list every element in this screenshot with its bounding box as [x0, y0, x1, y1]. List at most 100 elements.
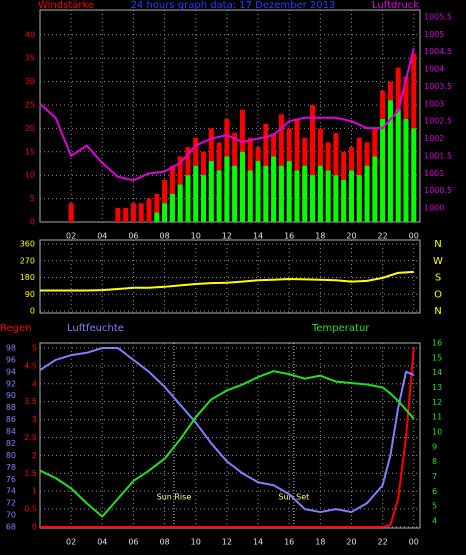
y3-tick-label: 84	[6, 427, 16, 436]
y-tick-label: 1	[32, 487, 37, 496]
y-tick-label: 5	[30, 194, 35, 203]
chart-title: 24 hours graph data: 17 Dezember 2013	[131, 0, 336, 11]
bar	[364, 165, 370, 222]
y3-tick-label: 76	[6, 475, 16, 484]
bar	[395, 109, 401, 222]
y2-tick-label: 13	[432, 383, 442, 392]
line	[40, 347, 415, 528]
y2-tick-label: 12	[432, 398, 442, 407]
bar	[387, 100, 393, 222]
x-tick-label: 06	[128, 232, 138, 241]
bar	[68, 203, 74, 222]
y-tick-label: 5	[32, 344, 37, 353]
annotation: Sun Set	[278, 493, 309, 502]
y2-tick-label: 1001.5	[424, 151, 452, 160]
bar	[286, 161, 292, 222]
axis-label: Windstärke	[38, 0, 94, 11]
y2-tick-label: 1002.5	[424, 117, 452, 126]
y3-tick-label: 88	[6, 403, 16, 412]
y2-tick-label: 8	[432, 457, 437, 466]
y-tick-label: 0	[30, 307, 35, 316]
y-tick-label: 0	[30, 218, 35, 227]
x-tick-label: 14	[253, 538, 263, 547]
line	[39, 370, 415, 518]
y-tick-label: 35	[25, 54, 35, 63]
y3-tick-label: 68	[6, 522, 16, 531]
bar	[310, 175, 316, 222]
bar	[239, 151, 245, 222]
annotation: Sun Rise	[157, 493, 192, 502]
line	[40, 270, 414, 292]
bar	[333, 175, 339, 222]
x-tick-label: 22	[378, 538, 388, 547]
x-tick-label: 04	[97, 232, 107, 241]
bar	[169, 193, 175, 222]
bar	[162, 203, 168, 222]
plot-frame	[39, 9, 421, 223]
y2-tick-label: 1003	[424, 99, 444, 108]
x-tick-label: 20	[346, 538, 356, 547]
y2-tick-label: 1002	[424, 134, 444, 143]
axis-label: Luftdruck	[372, 0, 419, 11]
y3-tick-label: 80	[6, 451, 16, 460]
y2-tick-label: 14	[432, 368, 442, 377]
y2-tick-label: 1004	[424, 65, 444, 74]
bar	[177, 184, 183, 222]
y3-tick-label: 78	[6, 463, 16, 472]
y-tick-label: 1.5	[24, 469, 37, 478]
y2-tick-label: 10	[432, 428, 442, 437]
y-tick-label: 0	[32, 522, 37, 531]
y3-tick-label: 98	[6, 344, 16, 353]
bar	[278, 165, 284, 222]
x-tick-label: 20	[346, 232, 356, 241]
bar	[247, 170, 253, 222]
bar	[271, 156, 277, 222]
y-tick-label: 10	[25, 171, 35, 180]
bar	[208, 161, 214, 222]
bar	[403, 119, 409, 222]
y-tick-label: 2	[32, 451, 37, 460]
bar	[123, 207, 129, 222]
x-tick-label: 06	[128, 538, 138, 547]
x-tick-label: 12	[222, 538, 232, 547]
bar	[325, 170, 331, 222]
bar	[224, 156, 230, 222]
bar	[232, 165, 238, 222]
x-tick-label: 18	[315, 538, 325, 547]
bar	[255, 161, 261, 222]
plot-frame	[39, 239, 421, 314]
bar	[294, 170, 300, 222]
x-tick-label: 10	[191, 538, 201, 547]
y-tick-label: 15	[25, 147, 35, 156]
y2-tick-label: 1000	[424, 204, 444, 213]
x-tick-label: 00	[409, 538, 419, 547]
x-tick-label: 02	[66, 232, 76, 241]
y2-tick-label: N	[434, 239, 441, 250]
axis-label: Temperatur	[311, 323, 370, 334]
y3-tick-label: 70	[6, 511, 16, 520]
y2-tick-label: 7	[432, 472, 437, 481]
y-tick-label: 20	[25, 124, 35, 133]
y-tick-label: 0.5	[24, 505, 37, 514]
x-tick-label: 08	[159, 232, 169, 241]
y-tick-label: 4.5	[24, 361, 37, 370]
y2-tick-label: 6	[432, 487, 437, 496]
line	[39, 347, 415, 514]
bar	[317, 165, 323, 222]
y2-tick-label: 1000.5	[424, 186, 452, 195]
y-tick-label: 2.5	[24, 433, 37, 442]
x-tick-label: 22	[378, 232, 388, 241]
y-tick-label: 40	[25, 30, 35, 39]
axis-label: Regen	[0, 323, 32, 334]
y-tick-label: 180	[20, 273, 35, 282]
plot-frame	[39, 342, 421, 529]
bar	[310, 105, 316, 222]
x-tick-label: 16	[284, 538, 294, 547]
bar	[372, 156, 378, 222]
y-tick-label: 90	[25, 290, 35, 299]
y2-tick-label: 1005	[424, 30, 444, 39]
y2-tick-label: 1001	[424, 169, 444, 178]
bar	[146, 198, 152, 222]
x-tick-label: 14	[253, 232, 263, 241]
y3-tick-label: 96	[6, 355, 16, 364]
